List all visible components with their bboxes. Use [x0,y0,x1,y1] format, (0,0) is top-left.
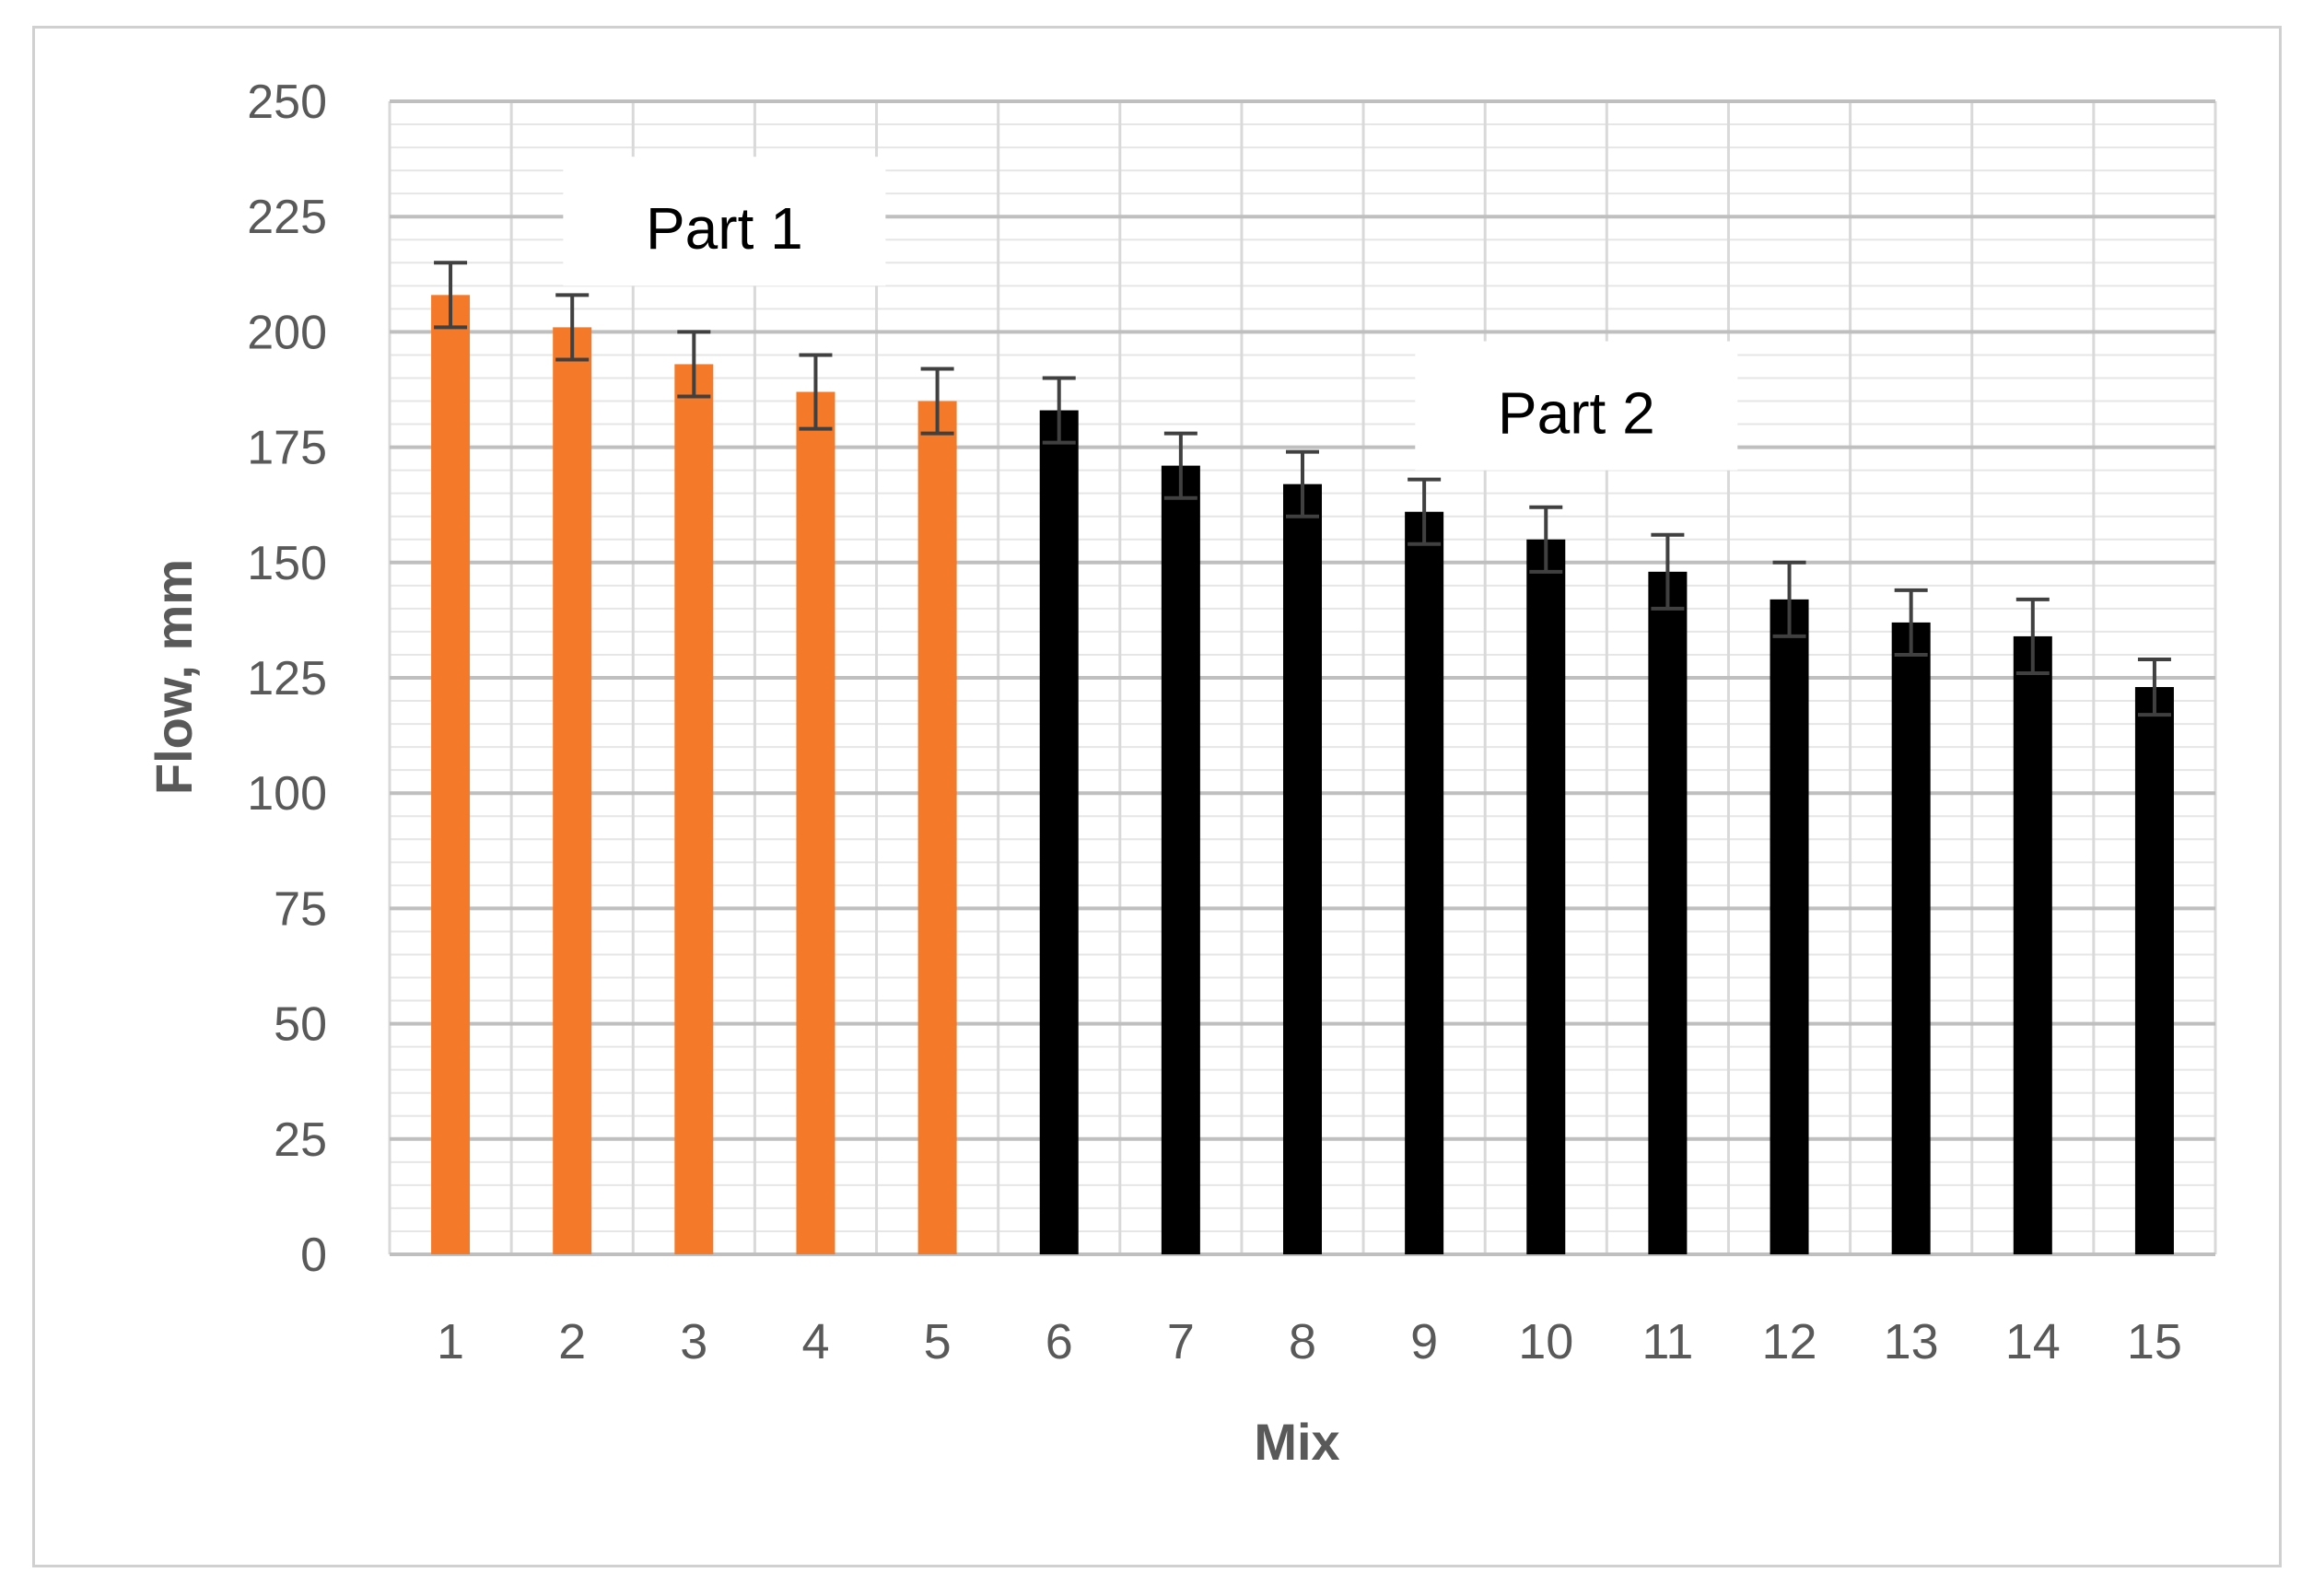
bar [796,391,835,1254]
x-tick-label: 1 [437,1314,464,1369]
bar [553,327,592,1255]
bar [1770,599,1809,1254]
error-bar [555,293,590,362]
x-tick-label: 4 [801,1314,829,1369]
annotation-label: Part 2 [1498,380,1655,447]
error-bar [1529,505,1563,574]
error-bar [799,353,833,431]
error-bar [2015,597,2050,675]
y-axis-title: Flow, mm [145,559,203,795]
error-bar [1408,477,1442,546]
error-bars [434,261,2171,717]
annotation-background [563,157,886,286]
bar [431,295,471,1255]
error-bar [920,367,954,436]
x-tick-label: 7 [1167,1314,1195,1369]
y-tick-label: 225 [247,191,327,244]
annotation-background [1415,341,1738,471]
x-tick-label: 8 [1289,1314,1316,1369]
bar [1039,410,1079,1254]
bar [1283,483,1322,1254]
y-tick-label: 50 [274,998,327,1052]
y-axis-ticks: 0 25 50 75 100 125 150 175 200 225 250 [247,76,327,1282]
x-tick-label: 3 [680,1314,707,1369]
y-tick-label: 125 [247,652,327,705]
y-tick-label: 150 [247,537,327,590]
error-bar [677,330,711,399]
x-tick-label: 9 [1410,1314,1438,1369]
bar [917,401,957,1254]
x-tick-label: 11 [1641,1314,1693,1369]
bar [1526,539,1566,1254]
bar [1405,511,1444,1254]
error-bar [1772,560,1806,638]
x-tick-label: 12 [1761,1314,1817,1369]
bar [1648,571,1688,1254]
y-tick-label: 100 [247,767,327,821]
y-tick-label: 200 [247,306,327,359]
error-bar [434,261,468,330]
x-tick-label: 6 [1046,1314,1073,1369]
error-bar [1894,588,1928,657]
x-axis-ticks: 1 2 3 4 5 6 7 8 9 10 11 12 13 14 15 [437,1314,2182,1369]
x-tick-label: 5 [924,1314,952,1369]
bar [674,364,714,1254]
x-tick-label: 2 [558,1314,586,1369]
y-tick-label: 175 [247,422,327,475]
x-tick-label: 15 [2127,1314,2182,1369]
bar [1161,465,1200,1255]
x-tick-label: 10 [1518,1314,1573,1369]
error-bar [1651,532,1685,611]
x-tick-label: 13 [1884,1314,1939,1369]
bars [431,295,2174,1255]
x-tick-label: 14 [2005,1314,2061,1369]
y-tick-label: 75 [274,882,327,936]
bar [2134,687,2174,1254]
error-bar [1286,449,1319,518]
annotation-label: Part 1 [646,195,803,262]
error-bar [1042,376,1076,445]
bar [1891,622,1931,1254]
annotations: Part 1 Part 2 [563,157,1738,471]
y-tick-label: 250 [247,76,327,129]
bar [2013,635,2052,1254]
x-axis-title: Mix [1254,1413,1339,1471]
error-bar [1163,431,1197,500]
y-tick-label: 0 [300,1229,327,1282]
y-tick-label: 25 [274,1113,327,1167]
error-bar [2137,657,2171,717]
